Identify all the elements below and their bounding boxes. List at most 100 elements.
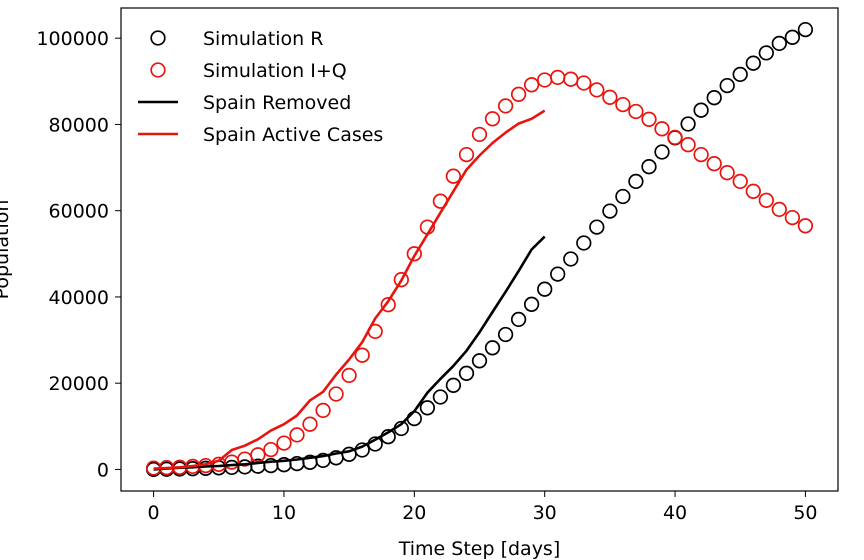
data-point: [797, 21, 814, 38]
legend-swatch: [150, 30, 166, 46]
data-point: [680, 116, 696, 132]
data-point: [550, 69, 566, 86]
data-point: [328, 386, 344, 402]
series-line-3: [153, 109, 546, 470]
data-point: [602, 203, 618, 219]
plot-marks: [145, 21, 814, 478]
data-point: [341, 367, 357, 384]
y-tick-label: 80000: [49, 114, 109, 136]
legend-entry: Spain Removed: [138, 92, 351, 114]
x-tick-label: 20: [402, 502, 426, 524]
data-point: [615, 96, 631, 113]
data-point: [693, 146, 709, 163]
y-tick-label: 40000: [49, 287, 109, 309]
data-point: [628, 103, 644, 120]
legend-label: Spain Active Cases: [203, 124, 383, 146]
legend-entry: Simulation R: [150, 28, 323, 50]
data-point: [276, 435, 292, 451]
legend-label: Spain Removed: [203, 92, 351, 114]
x-tick-label: 40: [663, 502, 687, 524]
data-point: [302, 416, 318, 432]
data-point: [523, 77, 540, 93]
data-point: [641, 159, 657, 175]
data-point: [537, 281, 553, 297]
data-point: [641, 111, 657, 127]
data-point: [550, 266, 566, 282]
data-point: [771, 35, 787, 52]
data-point: [497, 326, 514, 343]
data-point: [719, 165, 735, 181]
data-point: [589, 82, 605, 98]
data-point: [667, 129, 683, 146]
legend-label: Simulation R: [203, 28, 323, 50]
x-tick-label: 10: [272, 502, 296, 524]
data-point: [758, 192, 774, 208]
data-point: [445, 168, 462, 184]
series-line-2: [153, 235, 546, 471]
y-tick-label: 60000: [49, 201, 109, 223]
data-point: [706, 90, 722, 106]
data-point: [576, 75, 592, 91]
data-point: [406, 410, 422, 427]
legend: Simulation R Simulation I+Q Spain Removed S…: [138, 28, 383, 146]
y-axis-label: Population: [0, 200, 13, 300]
data-point: [484, 111, 501, 127]
x-tick-label: 0: [148, 502, 160, 524]
data-point: [406, 246, 422, 262]
data-point: [537, 72, 553, 88]
data-point: [354, 347, 370, 363]
x-tick-label: 30: [533, 502, 557, 524]
data-point: [263, 441, 279, 458]
data-point: [471, 126, 488, 143]
data-point: [393, 272, 409, 288]
data-point: [628, 173, 644, 190]
y-axis-ticks: 0 20000 40000 60000 80000 100000: [36, 28, 121, 481]
legend-label: Simulation I+Q: [203, 60, 347, 82]
data-point: [745, 55, 761, 71]
data-point: [680, 137, 696, 153]
data-point: [458, 146, 475, 163]
data-point: [784, 29, 801, 45]
data-point: [732, 66, 748, 83]
data-point: [654, 144, 670, 160]
data-point: [758, 45, 774, 61]
data-point: [289, 427, 305, 443]
x-axis-label: Time Step [days]: [398, 538, 561, 560]
data-point: [250, 447, 266, 463]
data-point: [432, 389, 449, 405]
data-point: [471, 353, 488, 369]
data-point: [654, 121, 670, 137]
legend-entry: Simulation I+Q: [150, 60, 347, 82]
data-point: [315, 402, 331, 419]
data-point: [797, 218, 814, 234]
data-point: [510, 86, 527, 102]
data-point: [484, 340, 501, 356]
data-point: [445, 377, 462, 393]
x-tick-label: 50: [793, 502, 817, 524]
series-markers-1: [145, 69, 814, 476]
data-point: [615, 188, 631, 205]
data-point: [563, 71, 579, 87]
data-point: [237, 459, 253, 475]
data-point: [706, 156, 722, 172]
legend-swatch: [150, 62, 166, 78]
data-point: [693, 102, 709, 118]
data-point: [419, 400, 436, 416]
data-point: [784, 209, 801, 226]
plot-frame: [120, 7, 839, 492]
series-markers-0: [145, 21, 814, 478]
legend-entry: Spain Active Cases: [138, 124, 383, 146]
data-point: [602, 89, 618, 105]
data-point: [380, 297, 396, 313]
data-point: [510, 311, 527, 328]
y-tick-label: 0: [97, 459, 109, 481]
data-point: [497, 98, 514, 114]
data-point: [589, 219, 605, 235]
data-point: [732, 173, 748, 190]
data-point: [458, 365, 475, 381]
data-point: [563, 251, 579, 267]
data-point: [576, 235, 592, 251]
x-axis-ticks: 0 10 20 30 40 50: [148, 491, 818, 524]
data-point: [719, 77, 735, 94]
